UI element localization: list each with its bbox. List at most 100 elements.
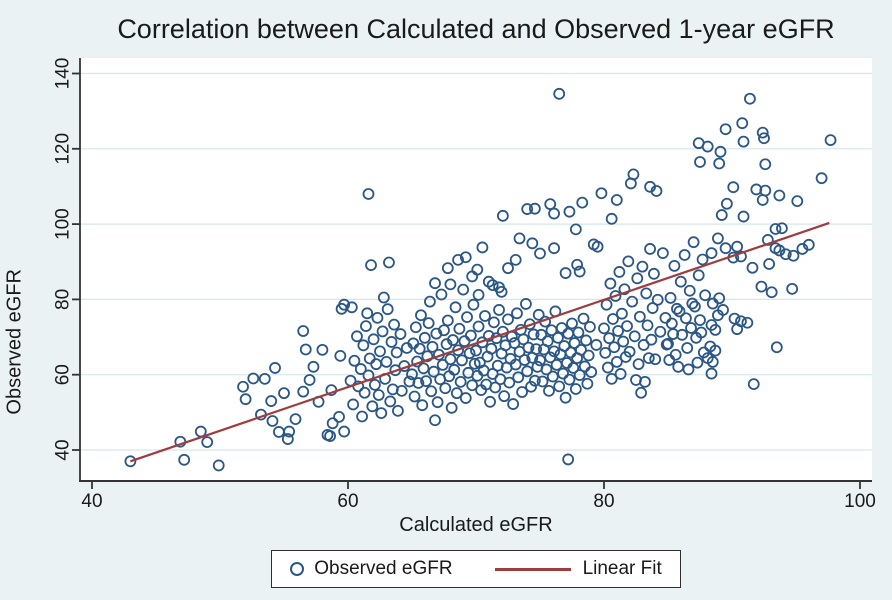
scatter-point <box>436 359 449 371</box>
scatter-point <box>769 223 782 235</box>
scatter-point <box>639 375 651 388</box>
scatter-point <box>536 375 549 388</box>
scatter-point <box>457 283 470 296</box>
scatter-point <box>324 430 336 442</box>
chart-title: Correlation between Calculated and Obser… <box>117 14 835 44</box>
scatter-point <box>584 320 596 333</box>
scatter-point <box>779 248 792 261</box>
scatter-point <box>664 291 677 304</box>
scatter-point <box>656 247 669 259</box>
scatter-point <box>609 290 622 302</box>
scatter-point <box>719 242 732 255</box>
scatter-point <box>212 459 225 472</box>
scatter-point <box>715 209 728 221</box>
scatter-point <box>559 391 572 404</box>
legend: Observed eGFR Linear Fit <box>271 550 681 588</box>
scatter-point <box>712 232 724 245</box>
x-axis-title: Calculated eGFR <box>399 514 553 536</box>
scatter-point <box>580 334 592 347</box>
scatter-point <box>511 307 523 320</box>
scatter-point <box>299 343 312 356</box>
scatter-point <box>495 285 508 298</box>
scatter-point <box>447 334 459 346</box>
legend-label-observed-egfr: Observed eGFR <box>314 558 453 579</box>
scatter-point <box>543 384 555 397</box>
scatter-point <box>687 236 700 249</box>
scatter-point <box>644 243 656 255</box>
scatter-point <box>541 335 554 348</box>
scatter-point <box>598 322 610 335</box>
scatter-point <box>384 395 397 408</box>
scatter-point <box>371 311 384 324</box>
scatter-point <box>720 197 733 210</box>
scatter-point <box>468 357 481 370</box>
scatter-point <box>456 354 468 367</box>
scatter-point <box>441 314 454 327</box>
scatter-point <box>694 156 706 168</box>
scatter-point <box>461 311 473 323</box>
scatter-point <box>509 253 522 266</box>
scatter-point <box>756 126 769 139</box>
scatter-point <box>577 312 590 325</box>
scatter-point <box>755 280 768 293</box>
scatter-point <box>520 298 532 310</box>
scatter-point <box>719 123 732 136</box>
scatter-point <box>445 401 458 414</box>
scatter-point <box>632 358 645 371</box>
scatter-point <box>476 241 489 254</box>
scatter-point <box>467 298 480 311</box>
scatter-point <box>648 267 660 280</box>
scatter-point <box>395 384 408 397</box>
scatter-point <box>569 383 582 395</box>
scatter-point <box>603 332 616 345</box>
scatter-point <box>599 346 612 359</box>
scatter-point <box>744 92 756 105</box>
scatter-point <box>297 325 310 337</box>
scatter-point <box>452 253 464 266</box>
scatter-point <box>351 330 363 343</box>
scatter-point <box>692 269 705 282</box>
scatter-point <box>484 395 496 408</box>
scatter-point <box>717 304 729 316</box>
scatter-point <box>728 312 741 325</box>
scatter-point <box>347 398 360 411</box>
scatter-point <box>486 279 499 291</box>
scatter-point <box>553 87 566 100</box>
scatter-point <box>427 365 440 378</box>
scatter-point <box>544 351 557 364</box>
scatter-point <box>747 378 760 391</box>
scatter-point <box>372 389 385 401</box>
y-tick-label: 100 <box>53 208 74 240</box>
scatter-point <box>358 386 371 399</box>
scatter-point <box>375 407 388 420</box>
scatter-point <box>266 415 279 427</box>
scatter-point <box>307 360 320 373</box>
scatter-point <box>568 337 581 349</box>
scatter-point <box>471 263 484 276</box>
scatter-point <box>628 330 641 343</box>
scatter-point <box>573 369 586 381</box>
scatter-point <box>345 301 358 314</box>
scatter-point <box>696 253 709 266</box>
scatter-point <box>616 307 628 320</box>
x-tick-label: 40 <box>81 491 102 512</box>
scatter-point <box>623 345 636 358</box>
scatter-point <box>463 347 476 360</box>
scatter-point <box>569 223 582 236</box>
scatter-point <box>415 309 427 322</box>
scatter-point <box>278 387 290 400</box>
scatter-point <box>178 453 191 466</box>
scatter-point <box>406 368 418 381</box>
scatter-point <box>776 222 788 235</box>
scatter-point <box>759 184 772 197</box>
scatter-point <box>678 249 691 261</box>
scatter-point <box>534 354 546 367</box>
scatter-point <box>686 297 699 310</box>
scatter-point <box>518 354 531 366</box>
scatter-point <box>376 325 389 338</box>
scatter-point <box>517 333 530 346</box>
scatter-point <box>466 379 479 392</box>
scatter-point <box>482 275 495 288</box>
scatter-point <box>727 181 740 194</box>
